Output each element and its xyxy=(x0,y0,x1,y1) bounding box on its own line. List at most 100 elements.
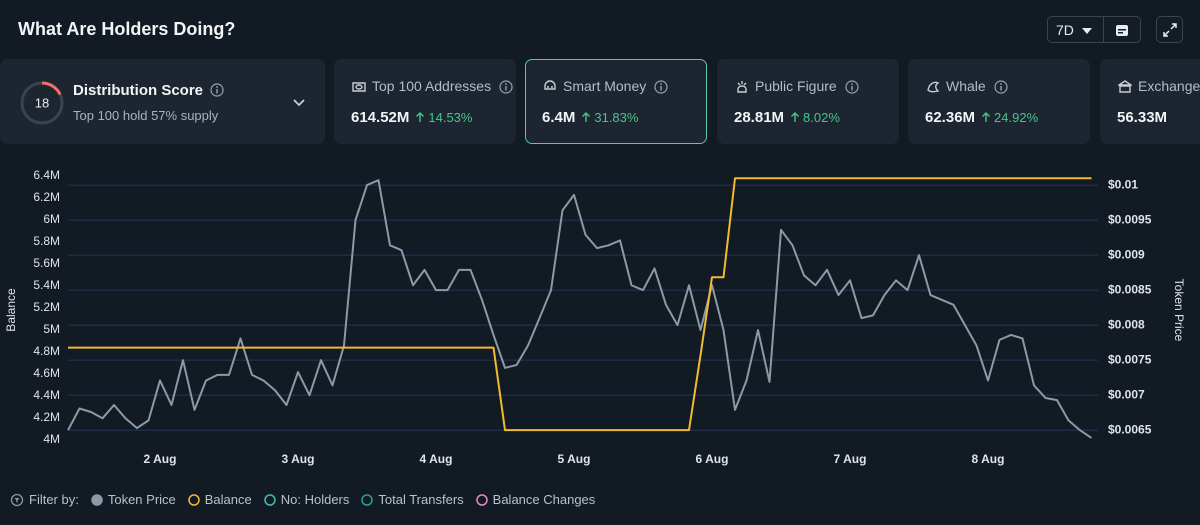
metric-card[interactable]: Public Figure 28.81M 8.02% xyxy=(717,59,899,144)
card-icon xyxy=(927,81,940,93)
legend-dot xyxy=(475,493,488,506)
up-arrow xyxy=(582,112,591,122)
y2-tick-label: $0.01 xyxy=(1108,177,1138,191)
info-icon[interactable] xyxy=(994,80,1008,94)
info-icon[interactable] xyxy=(654,80,668,94)
legend-dot xyxy=(91,493,103,506)
legend-marker xyxy=(475,493,488,506)
legend-marker xyxy=(91,493,103,506)
up-arrow-shape xyxy=(582,112,591,122)
up-arrow-shape xyxy=(416,112,425,122)
y2-tick-label: $0.0095 xyxy=(1108,212,1152,226)
series-line xyxy=(67,179,1093,439)
card-icon-shape xyxy=(544,80,556,90)
series-line xyxy=(68,177,1092,432)
card-icon xyxy=(737,81,747,93)
card-value-text: 614.52M xyxy=(351,109,410,126)
info-ring xyxy=(994,80,1008,94)
legend-label: Token Price xyxy=(107,492,176,507)
distribution-title: Distribution Score xyxy=(73,82,204,99)
up-arrow xyxy=(416,112,425,122)
info-ring xyxy=(499,80,513,94)
info-ring xyxy=(845,80,859,94)
legend-label: No: Holders xyxy=(280,492,350,507)
info-bar xyxy=(505,86,507,91)
y-tick-label: 5.8M xyxy=(33,234,60,248)
card-value-text: 6.4M xyxy=(542,109,576,126)
y-tick-label: 4M xyxy=(43,432,60,446)
score-ring: 18 xyxy=(20,81,64,125)
period-value: 7D xyxy=(1056,22,1074,38)
card-label: Exchange xyxy=(1138,78,1200,94)
y2-axis-title: Token Price xyxy=(1172,279,1186,342)
metric-card[interactable]: Whale 62.36M 24.92% xyxy=(908,59,1090,144)
legend-label: Total Transfers xyxy=(378,492,464,507)
y2-tick-label: $0.0085 xyxy=(1108,282,1152,296)
expand-button[interactable] xyxy=(1156,16,1183,43)
legend-marker xyxy=(361,493,374,506)
metric-card[interactable]: Exchange 56.33M xyxy=(1100,59,1200,144)
legend-label: Balance Changes xyxy=(492,492,596,507)
info-dot xyxy=(1000,83,1002,85)
info-dot xyxy=(505,83,507,85)
card-value: 62.36M 24.92% xyxy=(925,109,1038,126)
info-ring xyxy=(654,80,668,94)
score-arc xyxy=(20,81,64,125)
legend-item[interactable]: Token Price xyxy=(91,492,176,507)
card-icon-shape xyxy=(352,82,366,92)
card-value: 6.4M 31.83% xyxy=(542,109,638,126)
card-icon-shape xyxy=(737,81,747,93)
score-value: 18 xyxy=(35,95,49,110)
y2-tick-label: $0.0065 xyxy=(1108,422,1152,436)
card-icon xyxy=(352,82,366,92)
y-tick-label: 5.4M xyxy=(33,278,60,292)
legend-dot xyxy=(264,493,276,506)
card-value-text: 56.33M xyxy=(1117,109,1168,126)
y-tick-label: 6.2M xyxy=(33,190,60,204)
info-icon[interactable] xyxy=(845,80,859,94)
card-label: Public Figure xyxy=(755,78,837,94)
y-tick-label: 6.4M xyxy=(33,168,60,182)
legend-dot xyxy=(188,493,200,506)
info-icon[interactable] xyxy=(499,80,513,94)
filter-heading: Filter by: xyxy=(10,492,79,507)
y-axis-title: Balance xyxy=(4,288,18,332)
y-tick-label: 4.2M xyxy=(33,410,60,424)
distribution-card[interactable]: 18 Distribution Score Top 100 hold 57% s… xyxy=(0,59,325,144)
calendar-icon[interactable] xyxy=(1115,23,1129,37)
expand-icon xyxy=(1163,23,1177,37)
info-bar xyxy=(1000,86,1002,91)
info-bar xyxy=(851,86,853,91)
y-tick-label: 4.6M xyxy=(33,366,60,380)
metric-card[interactable]: Smart Money 6.4M 31.83% xyxy=(525,59,707,144)
card-label: Smart Money xyxy=(563,78,647,94)
card-icon-shape xyxy=(927,81,940,93)
filter-label: Filter by: xyxy=(29,492,79,507)
up-arrow-shape xyxy=(982,112,991,122)
x-tick-label: 3 Aug xyxy=(282,452,315,466)
info-dot xyxy=(851,83,853,85)
up-arrow xyxy=(982,112,991,122)
y2-tick-label: $0.007 xyxy=(1108,387,1145,401)
card-change: 24.92% xyxy=(994,110,1039,125)
page-title: What Are Holders Doing? xyxy=(18,19,236,39)
chevron-down[interactable] xyxy=(292,98,306,108)
metric-card[interactable]: Top 100 Addresses 614.52M 14.53% xyxy=(334,59,516,144)
period-select[interactable]: 7D xyxy=(1047,16,1141,43)
up-arrow xyxy=(791,112,800,122)
dropdown-arrow xyxy=(1082,28,1092,34)
card-value: 28.81M 8.02% xyxy=(734,109,840,126)
legend: Filter by: Token Price Balance No: Holders… xyxy=(10,492,607,507)
y-tick-label: 5M xyxy=(43,322,60,336)
divider xyxy=(1103,17,1104,42)
legend-item[interactable]: Total Transfers xyxy=(361,492,464,507)
info-icon[interactable] xyxy=(210,83,224,97)
legend-item[interactable]: No: Holders xyxy=(264,492,350,507)
y2-tick-label: $0.008 xyxy=(1108,317,1145,331)
legend-item[interactable]: Balance xyxy=(188,492,252,507)
up-arrow-shape xyxy=(791,112,800,122)
card-value-text: 28.81M xyxy=(734,109,785,126)
legend-item[interactable]: Balance Changes xyxy=(475,492,596,507)
